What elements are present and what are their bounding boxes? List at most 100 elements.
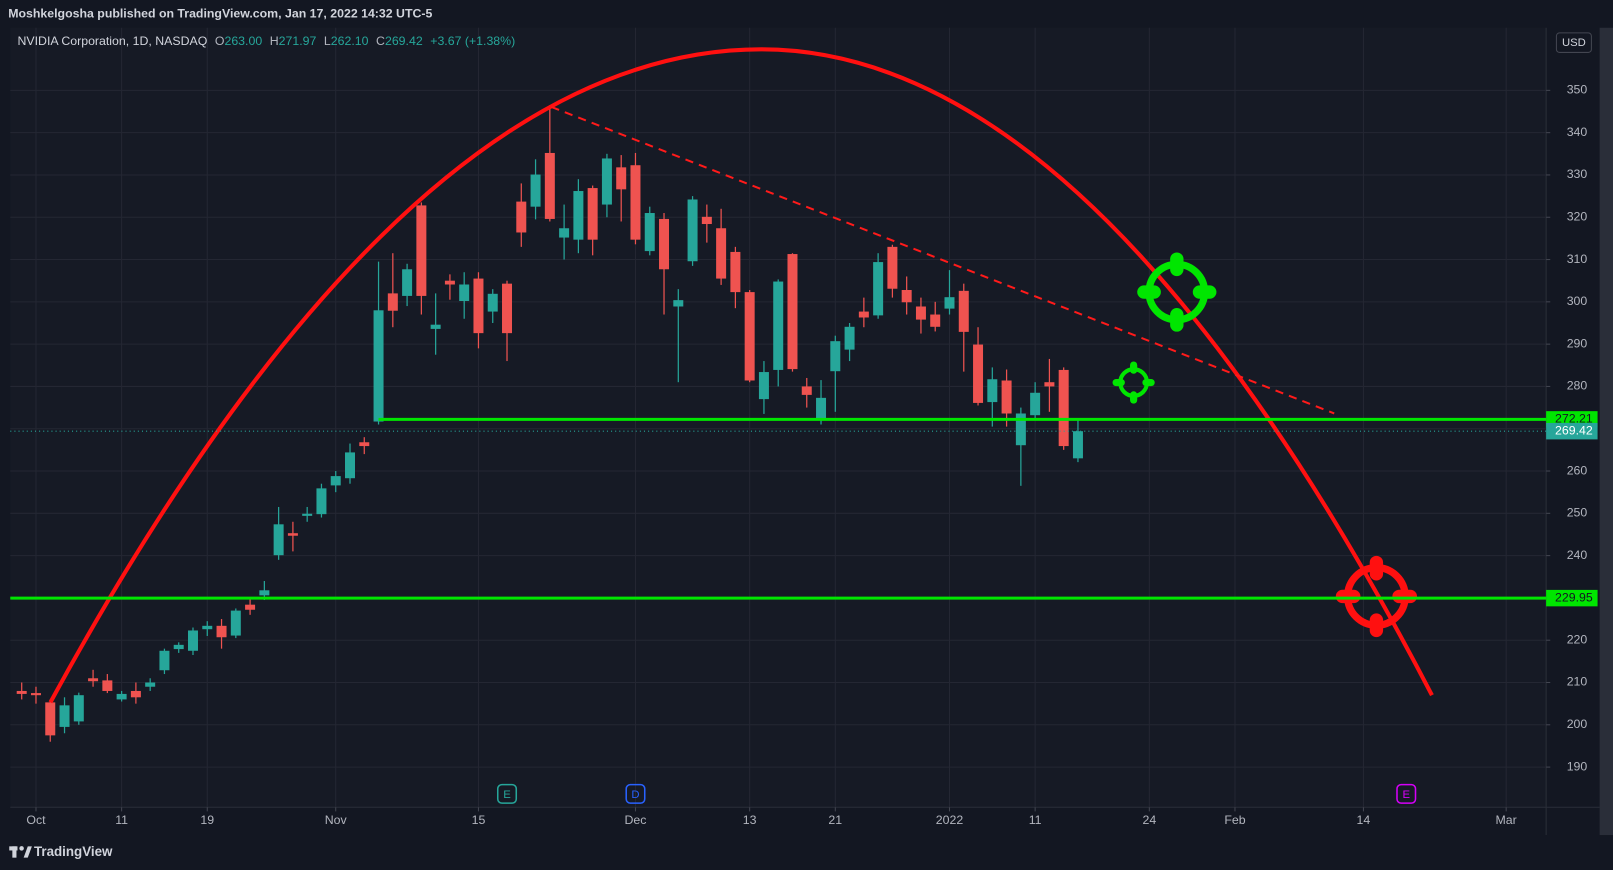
candle-body: [887, 246, 898, 289]
legend-value: 271.97: [279, 34, 317, 48]
candle-body: [245, 604, 256, 610]
y-tick-label: 300: [1567, 294, 1588, 308]
plot-area: [10, 27, 1547, 808]
publish-header: Moshkelgosha published on TradingView.co…: [8, 7, 432, 21]
x-tick-label: Mar: [1496, 813, 1517, 827]
currency-label: USD: [1562, 37, 1586, 49]
candle-body: [273, 524, 284, 556]
candle-body: [587, 188, 598, 240]
candle-body: [1001, 380, 1012, 414]
grid: [10, 27, 1547, 808]
legend-value: 269.42: [385, 34, 423, 48]
candle-body: [487, 293, 498, 312]
y-tick-label: 200: [1567, 717, 1588, 731]
candle-body: [502, 283, 513, 334]
event-marker: [1396, 783, 1417, 804]
target-icon: [1112, 361, 1155, 404]
y-tick-label: 250: [1567, 506, 1588, 520]
candle-body: [230, 610, 241, 636]
candle-body: [130, 690, 141, 698]
candle-body: [259, 590, 270, 596]
x-tick-label: 14: [1357, 813, 1371, 827]
arc-drawing: [48, 47, 1434, 704]
target-icon: [1137, 252, 1217, 332]
event-label: E: [503, 789, 511, 801]
candle-body: [516, 201, 527, 233]
candle-body: [816, 397, 827, 420]
candle-body: [773, 281, 784, 370]
x-tick-label: Nov: [325, 813, 348, 827]
candle-body: [559, 228, 570, 238]
last-price-label: 269.42: [1555, 423, 1593, 437]
y-tick-label: 280: [1567, 379, 1588, 393]
candle-body: [316, 488, 327, 515]
last-price-box: [1546, 422, 1598, 440]
trend-line: [551, 105, 1335, 415]
candle-body: [730, 251, 741, 293]
x-tick-label: 13: [743, 813, 757, 827]
y-tick-label: 310: [1567, 252, 1588, 266]
candle-body: [287, 533, 298, 536]
candle-body: [830, 341, 841, 372]
candle-body: [915, 306, 926, 320]
legend-label: O: [215, 34, 225, 48]
target-icon: [1335, 555, 1418, 638]
candle-body: [444, 280, 455, 285]
x-tick-label: 24: [1142, 813, 1156, 827]
candle-body: [1072, 431, 1083, 459]
candle-body: [616, 167, 627, 190]
candle-body: [473, 278, 484, 334]
candle-body: [687, 199, 698, 262]
event-marker: [496, 783, 518, 804]
y-tick-label: 240: [1567, 548, 1588, 562]
candle-body: [530, 174, 541, 207]
candle-body: [944, 297, 955, 309]
candle-body: [601, 158, 612, 205]
candle-body: [359, 442, 370, 447]
candle-body: [1044, 382, 1055, 387]
candle-body: [30, 693, 41, 696]
legend-label: C: [376, 34, 385, 48]
x-tick-label: 2022: [936, 813, 964, 827]
candle-body: [544, 152, 555, 219]
scrollbar: [1599, 27, 1613, 836]
x-tick-label: 11: [115, 813, 128, 827]
legend-change: +3.67 (+1.38%): [430, 34, 515, 48]
y-tick-label: 190: [1567, 759, 1588, 773]
candle-body: [59, 705, 70, 727]
candle-body: [1015, 413, 1026, 446]
candle-body: [801, 386, 812, 395]
price-label-box: [1546, 589, 1598, 607]
legend-value: 262.10: [331, 34, 369, 48]
y-tick-label: 350: [1567, 83, 1588, 97]
candle-body: [930, 314, 941, 327]
candle-body: [701, 216, 712, 225]
candle-body: [16, 690, 27, 694]
candle-body: [102, 680, 113, 691]
price-label: 229.95: [1555, 590, 1593, 604]
x-tick-label: Feb: [1224, 813, 1245, 827]
legend-label: H: [270, 34, 279, 48]
candle-body: [673, 300, 684, 307]
symbol-title: NVIDIA Corporation, 1D, NASDAQ: [17, 34, 207, 48]
y-tick-label: 320: [1567, 210, 1588, 224]
y-tick-label: 220: [1567, 632, 1588, 646]
candle-body: [73, 695, 84, 722]
x-tick-label: 15: [472, 813, 486, 827]
y-tick-label: 340: [1567, 125, 1588, 139]
candle-body: [202, 625, 213, 630]
candle-body: [402, 269, 413, 296]
candle-body: [116, 693, 127, 700]
x-tick-label: 11: [1029, 813, 1042, 827]
candle-body: [644, 213, 655, 252]
candle-body: [901, 289, 912, 303]
brand-name: TradingView: [34, 844, 113, 859]
y-tick-label: 290: [1567, 336, 1588, 350]
candle-body: [387, 293, 398, 311]
candle-body: [173, 644, 184, 650]
candle-body: [1058, 369, 1069, 447]
candle-body: [187, 630, 198, 651]
currency-box[interactable]: [1555, 32, 1592, 53]
